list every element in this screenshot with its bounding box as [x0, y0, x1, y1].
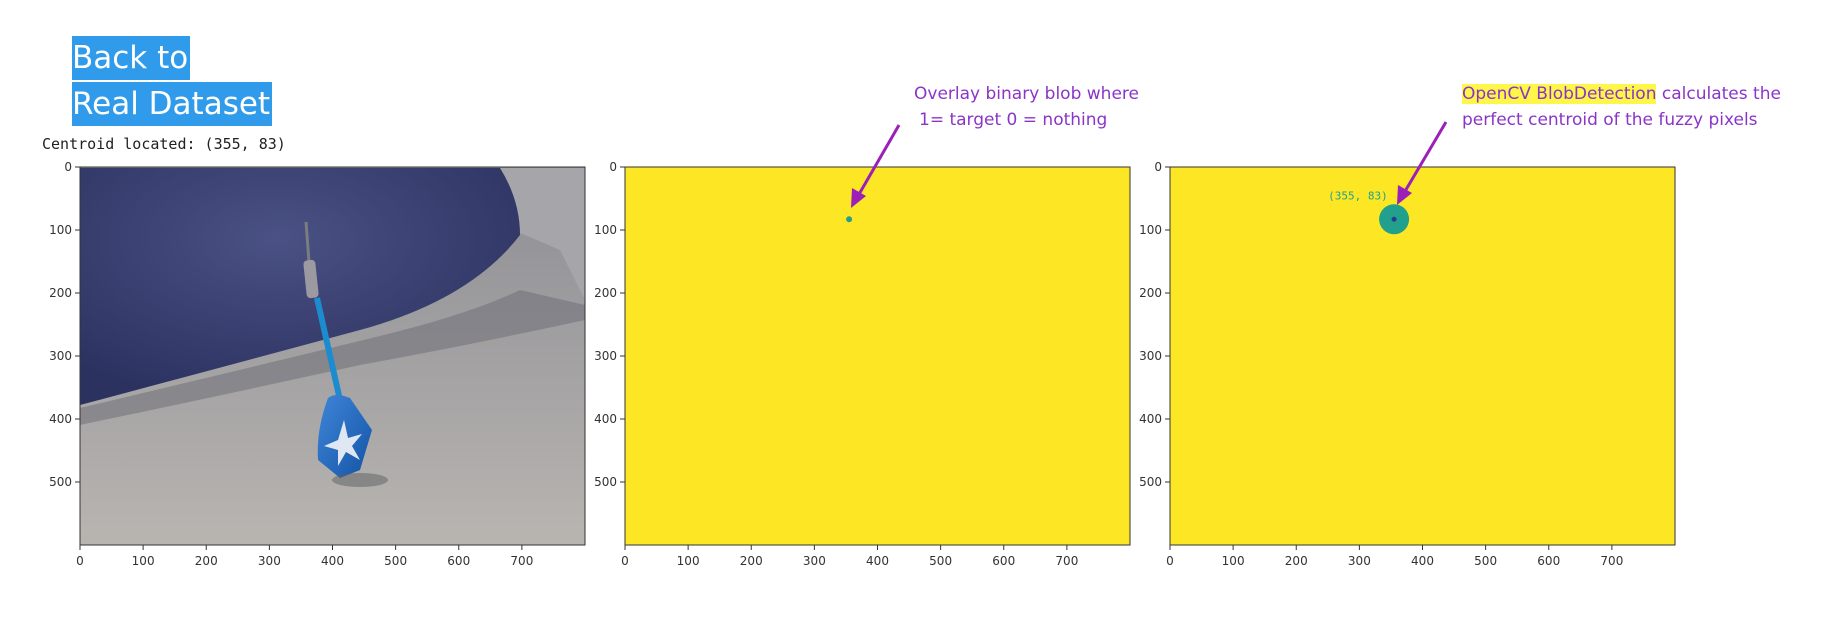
- mask-x-tick-label: 200: [740, 554, 763, 568]
- photo-x-tick-label: 500: [384, 554, 407, 568]
- blob-arrow: [1397, 121, 1448, 205]
- overlay-annotation-line1: Overlay binary blob where: [914, 84, 1139, 104]
- mask-panel: [624, 166, 1131, 546]
- mask-y-tick-label: 200: [594, 286, 617, 300]
- overlay-annotation: Overlay binary blob where 1= target 0 = …: [914, 81, 1139, 133]
- photo-y-tick-label: 100: [49, 223, 72, 237]
- blob-x-tick-label: 300: [1348, 554, 1371, 568]
- photo-y-tick-label: 200: [49, 286, 72, 300]
- blob-panel: (355, 83): [1169, 166, 1676, 546]
- photo-x-tick-label: 400: [321, 554, 344, 568]
- blob-annotation-line1-rest: calculates the: [1656, 84, 1781, 104]
- dart-shadow: [332, 473, 388, 487]
- blob-annotation-line2: perfect centroid of the fuzzy pixels: [1462, 110, 1758, 130]
- centroid-output-text: Centroid located: (355, 83): [42, 135, 286, 153]
- dart-barrel: [303, 259, 319, 299]
- blob-x-tick-label: 0: [1166, 554, 1174, 568]
- photo-x-tick-label: 600: [447, 554, 470, 568]
- blob-y-tick-label: 400: [1139, 412, 1162, 426]
- blob-y-tick-label: 500: [1139, 475, 1162, 489]
- overlay-annotation-line2: 1= target 0 = nothing: [919, 110, 1108, 130]
- blob-arrow-head: [1397, 185, 1412, 205]
- binary-blob-dot: [846, 216, 853, 223]
- mask-y-tick-label: 400: [594, 412, 617, 426]
- blob-y-tick-label: 100: [1139, 223, 1162, 237]
- mask-x-tick-label: 500: [929, 554, 952, 568]
- blob-centroid-marker: [1391, 216, 1397, 222]
- photo-x-tick-label: 700: [510, 554, 533, 568]
- photo-y-tick-label: 300: [49, 349, 72, 363]
- blob-background: [1169, 166, 1676, 546]
- photo-y-tick-label: 0: [64, 160, 72, 174]
- mask-y-tick-label: 300: [594, 349, 617, 363]
- title-line-1[interactable]: Back to: [72, 36, 191, 80]
- mask-x-tick-label: 100: [677, 554, 700, 568]
- photo-x-tick-label: 100: [132, 554, 155, 568]
- mask-x-tick-label: 400: [866, 554, 889, 568]
- mask-x-tick-label: 700: [1055, 554, 1078, 568]
- blob-x-tick-label: 100: [1222, 554, 1245, 568]
- centroid-label: (355, 83): [1328, 189, 1388, 202]
- overlay-arrow: [851, 124, 901, 208]
- blob-x-tick-label: 200: [1285, 554, 1308, 568]
- photo-panel: [79, 166, 586, 546]
- axes-layer: 0 100 200 300 400 500 600 700 0 100 200 300 400 500 0 1…: [49, 160, 1623, 568]
- blob-y-tick-label: 300: [1139, 349, 1162, 363]
- mask-y-tick-label: 100: [594, 223, 617, 237]
- dart-flight-star: [324, 420, 362, 466]
- mask-background: [624, 166, 1131, 546]
- photo-y-tick-label: 500: [49, 475, 72, 489]
- dart-tip: [304, 221, 311, 263]
- blob-x-tick-label: 400: [1411, 554, 1434, 568]
- blob-x-tick-label: 600: [1537, 554, 1560, 568]
- blob-y-tick-label: 200: [1139, 286, 1162, 300]
- photo-x-tick-label: 0: [76, 554, 84, 568]
- blob-x-tick-label: 700: [1600, 554, 1623, 568]
- blob-detection-highlight: OpenCV BlobDetection: [1462, 84, 1657, 104]
- blob-x-tick-label: 500: [1474, 554, 1497, 568]
- title-line-2[interactable]: Real Dataset: [72, 82, 273, 126]
- photo-x-tick-label: 300: [258, 554, 281, 568]
- mask-x-tick-label: 0: [621, 554, 629, 568]
- photo-y-tick-label: 400: [49, 412, 72, 426]
- overlay-arrow-line: [856, 124, 901, 197]
- mask-x-tick-label: 600: [992, 554, 1015, 568]
- cushion-shape: [80, 168, 520, 405]
- overlay-arrow-head: [851, 188, 866, 208]
- photo-x-tick-label: 200: [195, 554, 218, 568]
- dart-shaft: [314, 297, 343, 401]
- blob-annotation: OpenCV BlobDetection calculates the perf…: [1462, 81, 1781, 133]
- blob-y-tick-label: 0: [1154, 160, 1162, 174]
- mask-y-tick-label: 0: [609, 160, 617, 174]
- blob-arrow-line: [1402, 121, 1448, 194]
- mask-x-tick-label: 300: [803, 554, 826, 568]
- mask-y-tick-label: 500: [594, 475, 617, 489]
